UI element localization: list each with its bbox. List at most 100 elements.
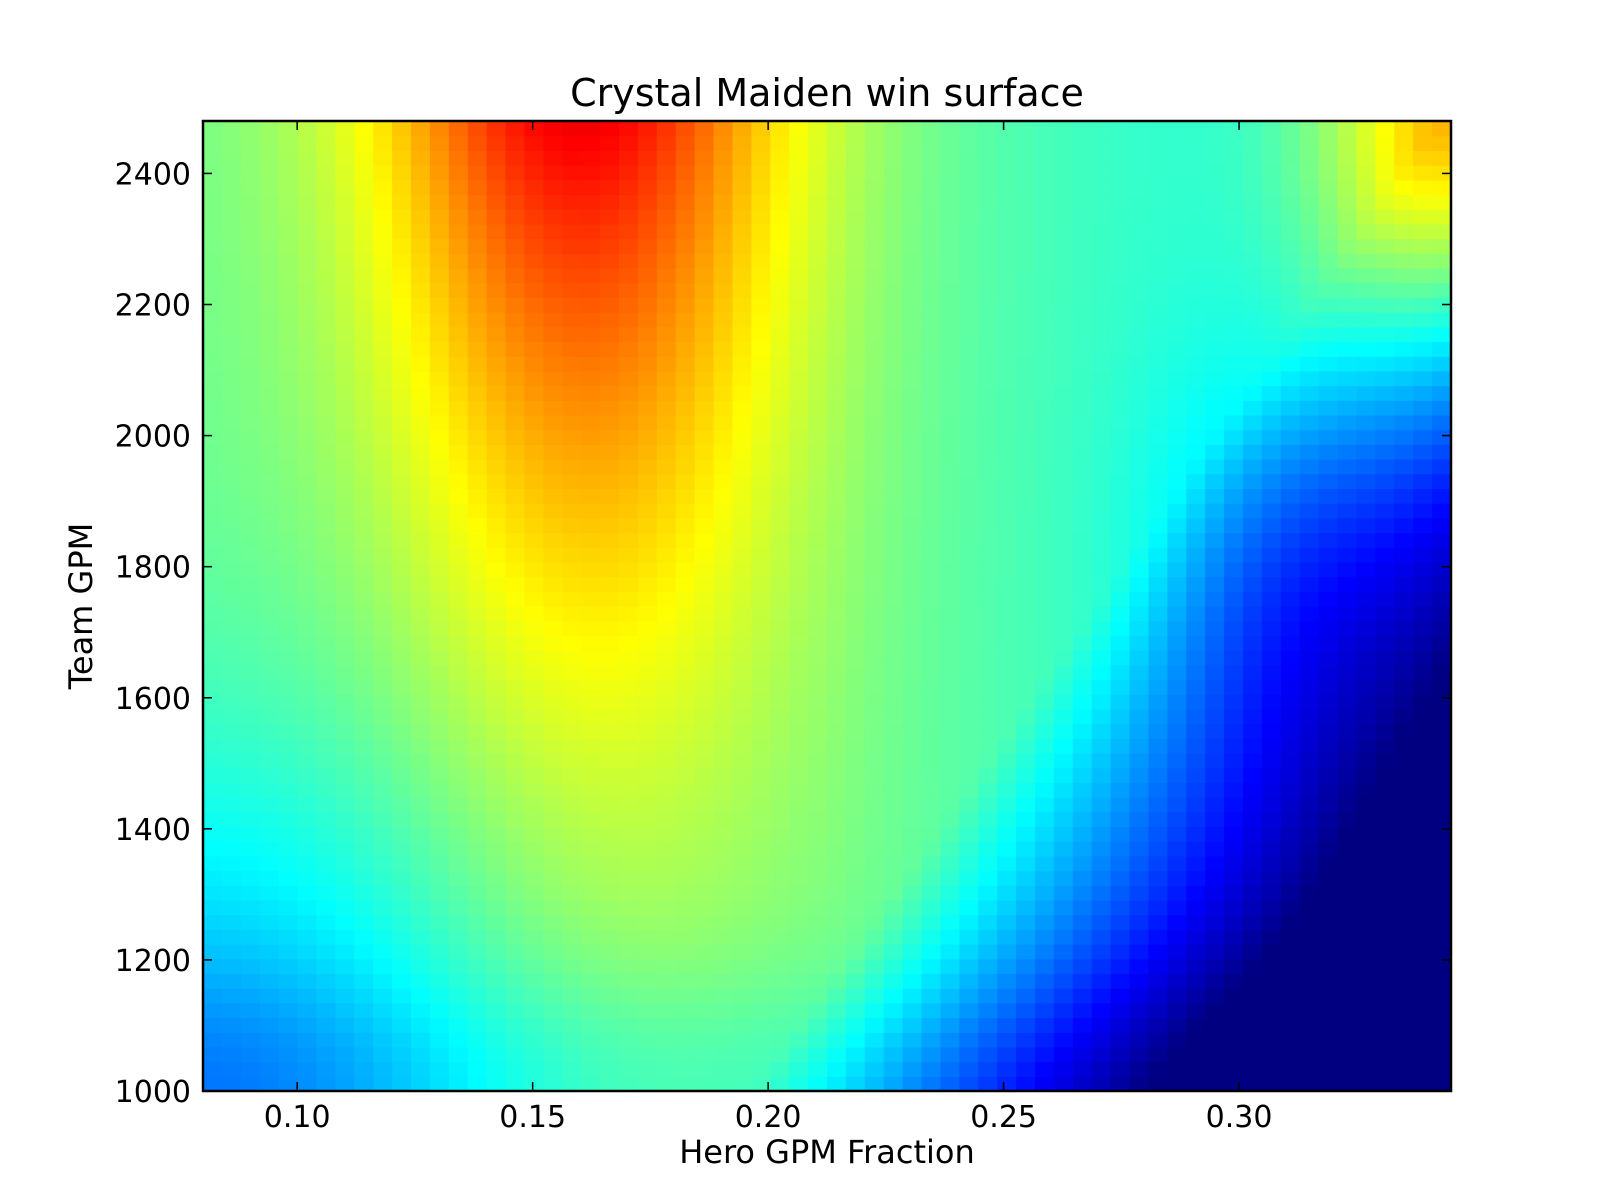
heatmap-cell [713,811,734,828]
heatmap-cell [1224,400,1244,416]
heatmap-cell [921,811,942,828]
heatmap-cell [619,885,639,901]
x-tick-label: 0.10 [264,1100,331,1135]
heatmap-cell [808,811,828,828]
heatmap-cell [1394,1032,1414,1048]
heatmap-cell [637,591,658,607]
heatmap-cell [694,973,715,989]
heatmap-cell [1091,253,1112,269]
heatmap-cell [1224,253,1244,269]
heatmap-cell [1299,635,1320,651]
heatmap-cell [732,738,752,754]
heatmap-cell [902,547,923,563]
heatmap-cell [562,370,582,387]
heatmap-cell [203,679,223,695]
heatmap-cell [1318,165,1339,181]
heatmap-cell [1261,752,1282,769]
heatmap-cell [751,547,771,563]
heatmap-cell [1072,708,1093,725]
heatmap-cell [1224,973,1244,989]
heatmap-cell [675,1076,696,1092]
heatmap-cell [808,282,828,298]
heatmap-cell [1432,591,1452,607]
heatmap-cell [959,341,979,357]
heatmap-cell [808,1002,828,1019]
heatmap-cell [1432,914,1452,930]
heatmap-cell [240,459,261,475]
heatmap-cell [619,664,639,681]
heatmap-cell [373,444,393,460]
heatmap-cell [997,429,1017,445]
heatmap-cell [429,752,450,769]
heatmap-cell [429,576,450,592]
heatmap-cell [1243,870,1263,886]
heatmap-cell [278,620,299,636]
heatmap-cell [297,532,318,548]
heatmap-cell [845,591,866,607]
heatmap-cell [354,429,374,445]
heatmap-cell [562,1046,582,1063]
heatmap-cell [656,326,677,343]
heatmap-cell [1299,547,1320,563]
heatmap-cell [240,591,261,607]
heatmap-cell [524,767,544,783]
heatmap-cell [203,341,223,357]
heatmap-cell [278,297,299,313]
heatmap-cell [543,1076,563,1092]
heatmap-cell [259,223,280,240]
heatmap-cell [656,1076,677,1092]
heatmap-cell [297,414,318,431]
x-tick-label: 0.15 [499,1100,566,1135]
heatmap-cell [1261,899,1282,916]
heatmap-cell [486,253,507,269]
heatmap-cell [845,1061,866,1077]
heatmap-cell [1356,253,1376,269]
heatmap-cell [1016,738,1036,754]
heatmap-cell [1110,1061,1131,1077]
heatmap-cell [1035,650,1055,666]
heatmap-cell [978,782,998,798]
heatmap-cell [732,885,752,901]
heatmap-cell [1356,370,1376,387]
heatmap-cell [467,341,488,357]
heatmap-cell [1299,385,1320,401]
heatmap-cell [883,150,904,166]
heatmap-cell [240,988,261,1004]
heatmap-cell [1375,650,1395,666]
heatmap-cell [978,635,998,651]
heatmap-cell [940,209,960,225]
heatmap-cell [297,944,318,960]
heatmap-cell [373,414,393,431]
heatmap-cell [694,723,715,739]
heatmap-cell [1016,635,1036,651]
heatmap-cell [221,429,242,445]
heatmap-cell [240,194,261,210]
heatmap-cell [335,356,355,372]
heatmap-cell [827,708,847,725]
heatmap-cell [789,1002,809,1019]
heatmap-cell [203,870,223,886]
heatmap-cell [448,194,469,210]
heatmap-cell [203,267,223,284]
heatmap-cell [1016,517,1036,534]
heatmap-cell [1224,988,1244,1004]
heatmap-cell [997,356,1017,372]
heatmap-cell [392,547,412,563]
heatmap-cell [959,620,979,636]
heatmap-cell [259,1017,280,1033]
heatmap-cell [1318,459,1339,475]
heatmap-cell [1375,723,1395,739]
heatmap-cell [543,1017,563,1033]
heatmap-cell [373,679,393,695]
heatmap-cell [203,1046,223,1063]
heatmap-cell [675,547,696,563]
heatmap-cell [1148,414,1168,431]
heatmap-cell [1299,341,1320,357]
heatmap-cell [902,767,923,783]
heatmap-cell [997,267,1017,284]
heatmap-cell [902,194,923,210]
heatmap-cell [1280,723,1301,739]
heatmap-cell [656,165,677,181]
heatmap-cell [1280,591,1301,607]
heatmap-cell [1318,121,1339,137]
